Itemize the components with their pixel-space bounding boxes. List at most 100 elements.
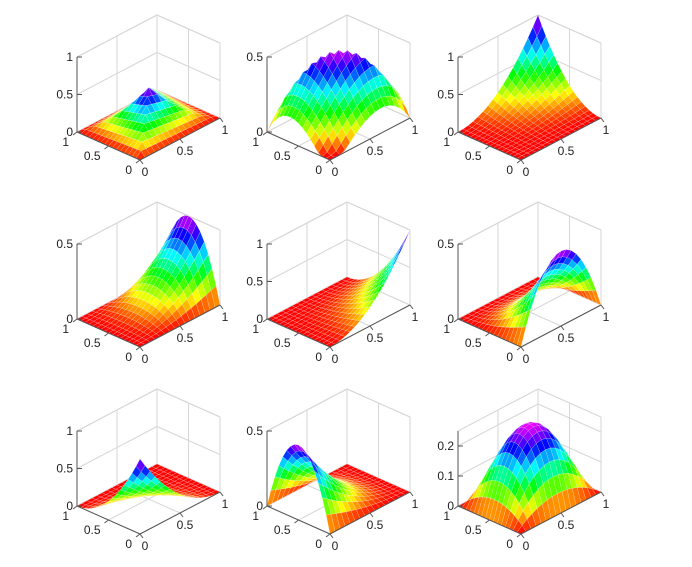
x-tick-label: 0 xyxy=(142,165,149,179)
y-tick xyxy=(325,159,331,164)
x-tick-label: 1 xyxy=(412,123,419,137)
x-tick xyxy=(219,117,224,123)
x-tick xyxy=(369,512,374,518)
x-tick-label: 1 xyxy=(603,497,610,511)
y-tick-label: 0 xyxy=(506,537,513,551)
surface xyxy=(266,49,411,161)
y-tick-label: 0.5 xyxy=(84,149,101,163)
x-tick-label: 0 xyxy=(332,352,339,366)
x-tick xyxy=(409,491,414,497)
z-tick-label: 0 xyxy=(256,312,263,326)
surface xyxy=(266,229,411,348)
x-tick xyxy=(219,304,224,310)
x-tick xyxy=(600,491,605,497)
z-tick-label: 0 xyxy=(447,312,454,326)
y-tick xyxy=(453,318,459,323)
y-tick-label: 0.5 xyxy=(274,523,291,537)
y-tick-label: 0 xyxy=(506,163,513,177)
x-tick-label: 1 xyxy=(222,123,229,137)
z-tick-label: 0.5 xyxy=(246,424,263,438)
y-tick xyxy=(485,519,490,524)
y-tick-label: 0 xyxy=(315,163,322,177)
y-tick-label: 0.5 xyxy=(465,149,482,163)
surface xyxy=(457,14,602,161)
z-tick-label: 1 xyxy=(447,50,454,64)
x-tick-label: 0 xyxy=(142,539,149,553)
x-tick-label: 0.5 xyxy=(558,331,575,345)
z-tick-label: 0 xyxy=(256,499,263,513)
x-tick xyxy=(600,304,605,310)
y-tick-label: 0 xyxy=(125,537,132,551)
z-tick-label: 1 xyxy=(256,237,263,251)
x-tick-label: 0.5 xyxy=(177,144,194,158)
x-tick-label: 0.5 xyxy=(177,331,194,345)
x-tick xyxy=(219,491,224,497)
y-tick xyxy=(262,318,268,323)
z-tick-label: 0.5 xyxy=(246,275,263,289)
y-tick-label: 0 xyxy=(125,350,132,364)
y-tick xyxy=(453,131,459,136)
y-tick xyxy=(135,533,141,538)
z-tick-label: 1 xyxy=(66,424,73,438)
x-tick xyxy=(520,159,525,165)
x-tick xyxy=(409,304,414,310)
z-tick-label: 0 xyxy=(66,499,73,513)
x-tick xyxy=(329,159,334,165)
y-tick-label: 1 xyxy=(443,509,450,523)
x-tick-label: 0.5 xyxy=(367,331,384,345)
y-tick xyxy=(325,533,331,538)
y-tick-label: 1 xyxy=(62,509,69,523)
z-tick-label: 0.5 xyxy=(56,462,73,476)
z-tick-label: 0.5 xyxy=(56,237,73,251)
x-tick xyxy=(600,117,605,123)
z-tick-label: 0 xyxy=(66,312,73,326)
x-tick-label: 1 xyxy=(412,497,419,511)
z-tick-label: 0 xyxy=(256,125,263,139)
y-tick xyxy=(135,346,141,351)
y-tick-label: 1 xyxy=(443,135,450,149)
surface-facet xyxy=(400,229,411,248)
y-tick xyxy=(72,131,78,136)
surface xyxy=(76,215,221,348)
y-tick xyxy=(135,159,141,164)
z-tick-label: 0 xyxy=(447,499,454,513)
x-tick-label: 0 xyxy=(332,165,339,179)
z-tick-label: 0.5 xyxy=(56,88,73,102)
y-tick xyxy=(294,519,299,524)
y-tick xyxy=(516,159,522,164)
surface xyxy=(76,87,221,161)
y-tick-label: 1 xyxy=(62,135,69,149)
x-tick xyxy=(179,325,184,331)
y-tick xyxy=(72,505,78,510)
x-tick xyxy=(520,533,525,539)
y-tick-label: 0.5 xyxy=(465,336,482,350)
x-tick-label: 1 xyxy=(412,310,419,324)
x-tick-label: 0 xyxy=(142,352,149,366)
y-tick xyxy=(262,131,268,136)
y-tick xyxy=(294,332,299,337)
x-tick xyxy=(179,512,184,518)
surface-facet xyxy=(391,247,402,263)
y-tick-label: 0 xyxy=(315,350,322,364)
y-tick-label: 0 xyxy=(125,163,132,177)
z-tick-label: 0.5 xyxy=(437,237,454,251)
x-tick xyxy=(409,117,414,123)
y-tick xyxy=(516,346,522,351)
x-tick-label: 0.5 xyxy=(177,518,194,532)
x-tick xyxy=(560,325,565,331)
surface xyxy=(457,249,602,348)
surface-facet xyxy=(135,458,146,472)
y-tick xyxy=(485,332,490,337)
x-tick xyxy=(139,159,144,165)
x-tick-label: 0.5 xyxy=(367,518,384,532)
y-tick xyxy=(294,145,299,150)
y-tick-label: 0 xyxy=(506,350,513,364)
y-tick xyxy=(104,145,109,150)
y-tick-label: 0.5 xyxy=(274,149,291,163)
y-tick xyxy=(485,145,490,150)
